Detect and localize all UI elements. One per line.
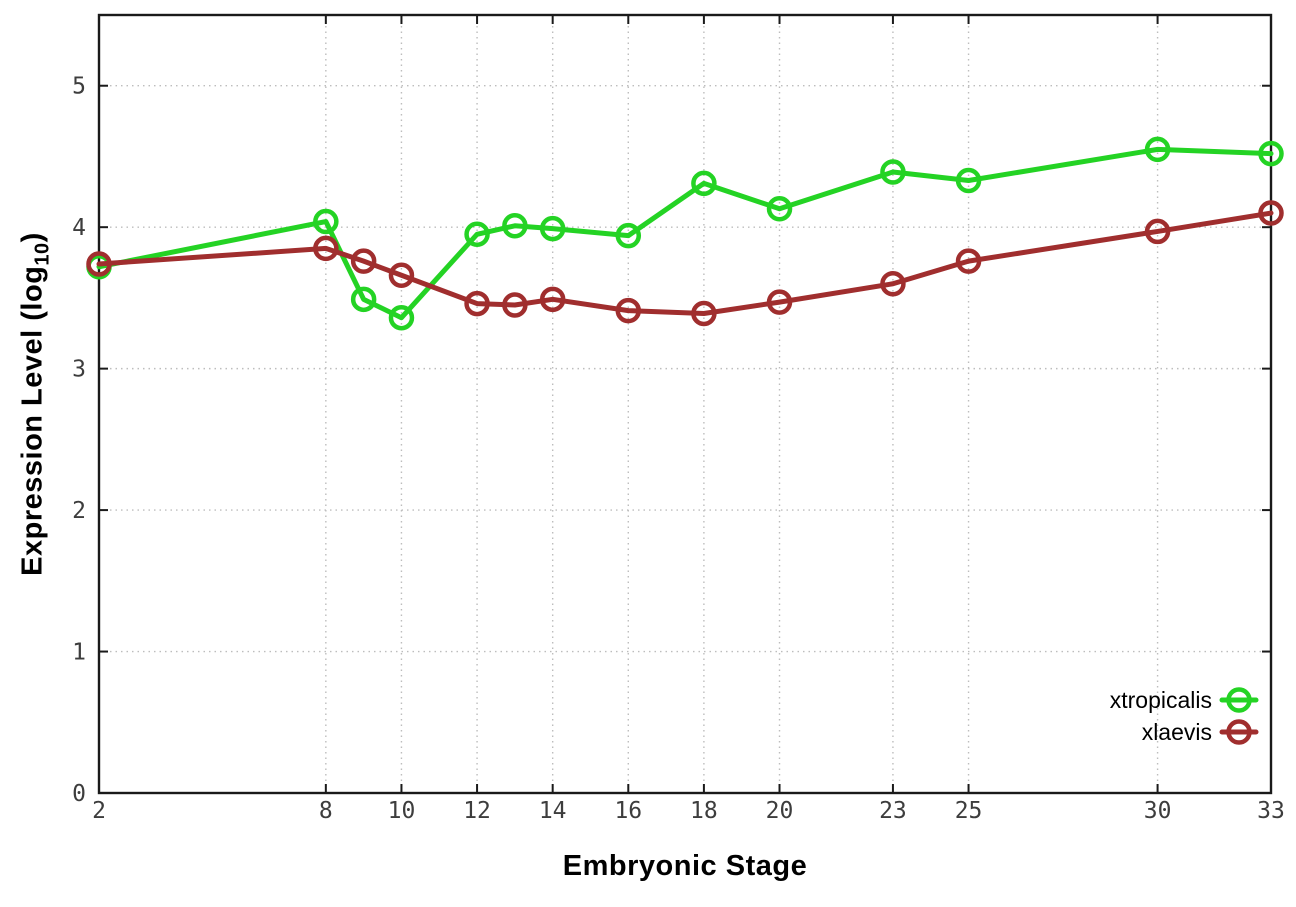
series-xtropicalis — [86, 136, 1284, 331]
x-tick-label: 14 — [539, 798, 567, 824]
y-tick-label: 0 — [72, 781, 86, 807]
data-point-xtropicalis — [615, 222, 642, 249]
y-axis-label: Expression Level (log10) — [16, 232, 54, 576]
data-point-xlaevis — [86, 251, 112, 277]
legend-label-xlaevis: xlaevis — [1142, 719, 1212, 745]
grid — [99, 15, 1271, 793]
data-point-xtropicalis — [388, 304, 415, 331]
data-point-xlaevis — [1144, 218, 1171, 245]
y-tick-label: 1 — [72, 640, 86, 666]
tick-marks — [98, 15, 1272, 794]
data-point-xtropicalis — [350, 286, 377, 313]
x-tick-label: 2 — [92, 798, 106, 824]
data-point-xlaevis — [350, 248, 377, 274]
series-line-xtropicalis — [96, 146, 1274, 321]
y-axis-label-close: ) — [16, 232, 49, 243]
data-point-xtropicalis — [1144, 136, 1171, 163]
data-point-xlaevis — [615, 297, 642, 324]
x-tick-label: 23 — [879, 798, 907, 824]
x-tick-label: 25 — [955, 798, 983, 824]
x-tick-label: 33 — [1257, 798, 1285, 824]
data-point-xtropicalis — [539, 215, 566, 242]
series-line-xlaevis — [96, 210, 1274, 316]
data-point-xtropicalis — [880, 159, 906, 185]
data-point-xlaevis — [1258, 200, 1284, 226]
y-axis-label-subscript: 10 — [31, 242, 54, 266]
plot-border — [97, 13, 1273, 795]
y-tick-label: 3 — [72, 357, 86, 383]
y-tick-label: 2 — [72, 498, 86, 524]
data-point-xlaevis — [502, 292, 528, 318]
y-axis-label-main: Expression Level (log — [16, 265, 49, 576]
data-point-xlaevis — [539, 286, 566, 313]
legend-label-xtropicalis: xtropicalis — [1110, 687, 1212, 713]
x-tick-label: 20 — [766, 798, 794, 824]
data-point-xlaevis — [880, 271, 906, 297]
x-tick-label: 18 — [690, 798, 718, 824]
x-tick-label: 12 — [463, 798, 491, 824]
data-point-xtropicalis — [464, 221, 490, 248]
data-point-xtropicalis — [313, 208, 339, 235]
legend-marker-xlaevis — [1226, 719, 1252, 745]
data-point-xlaevis — [955, 248, 982, 274]
data-point-xtropicalis — [955, 167, 982, 194]
x-tick-label: 16 — [614, 798, 642, 824]
x-tick-label: 10 — [388, 798, 416, 824]
data-point-xlaevis — [388, 262, 415, 289]
x-tick-label: 8 — [319, 798, 333, 824]
legend: xtropicalis xlaevis — [1110, 687, 1259, 745]
data-point-xlaevis — [691, 300, 717, 327]
x-axis-label: Embryonic Stage — [562, 850, 808, 882]
y-tick-label: 4 — [72, 215, 86, 241]
data-point-xlaevis — [766, 289, 793, 315]
series-xlaevis — [86, 200, 1284, 327]
data-point-xtropicalis — [1258, 140, 1284, 167]
legend-marker-xtropicalis — [1226, 687, 1252, 713]
data-point-xlaevis — [464, 290, 490, 317]
data-point-xtropicalis — [691, 170, 717, 197]
data-point-xtropicalis — [502, 213, 528, 239]
x-tick-label: 30 — [1144, 798, 1172, 824]
y-tick-label: 5 — [72, 74, 86, 100]
data-point-xlaevis — [313, 235, 339, 262]
data-point-xtropicalis — [766, 196, 793, 222]
